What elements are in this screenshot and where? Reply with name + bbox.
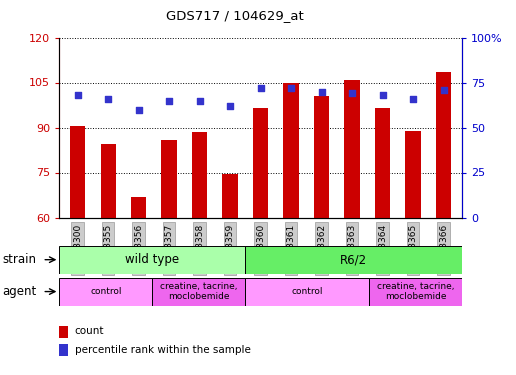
Text: agent: agent (3, 285, 37, 298)
Text: GDS717 / 104629_at: GDS717 / 104629_at (166, 9, 303, 22)
Text: creatine, tacrine,
moclobemide: creatine, tacrine, moclobemide (160, 282, 237, 301)
Bar (131, 196, 146, 217)
Bar (222, 174, 238, 217)
Point (317, 88, 326, 94)
Bar (253, 108, 268, 218)
Bar (375, 108, 390, 218)
Text: strain: strain (3, 253, 37, 266)
Point (378, 92, 386, 98)
Point (348, 90, 356, 96)
Bar (59, 278, 152, 306)
Point (226, 103, 234, 109)
Text: wild type: wild type (125, 253, 179, 266)
Point (165, 98, 173, 104)
Bar (345, 80, 360, 218)
Bar (162, 140, 176, 218)
Bar (192, 132, 207, 218)
Point (256, 85, 265, 91)
Bar (283, 82, 299, 218)
Bar (436, 72, 451, 217)
Text: creatine, tacrine,
moclobemide: creatine, tacrine, moclobemide (377, 282, 454, 301)
Bar (59, 326, 68, 338)
Point (409, 96, 417, 102)
Point (104, 96, 112, 102)
Point (287, 85, 295, 91)
Point (73, 92, 82, 98)
Bar (406, 130, 421, 218)
Text: R6/2: R6/2 (340, 253, 367, 266)
Text: count: count (75, 327, 104, 336)
Text: control: control (291, 287, 323, 296)
Bar (152, 278, 245, 306)
Bar (101, 144, 116, 218)
Text: control: control (90, 287, 122, 296)
Bar (369, 278, 462, 306)
Point (135, 106, 143, 112)
Bar (245, 246, 462, 274)
Bar (59, 246, 245, 274)
Bar (59, 344, 68, 356)
Bar (314, 96, 329, 218)
Point (196, 98, 204, 104)
Bar (70, 126, 85, 218)
Text: percentile rank within the sample: percentile rank within the sample (75, 345, 250, 355)
Point (440, 87, 448, 93)
Bar (245, 278, 369, 306)
